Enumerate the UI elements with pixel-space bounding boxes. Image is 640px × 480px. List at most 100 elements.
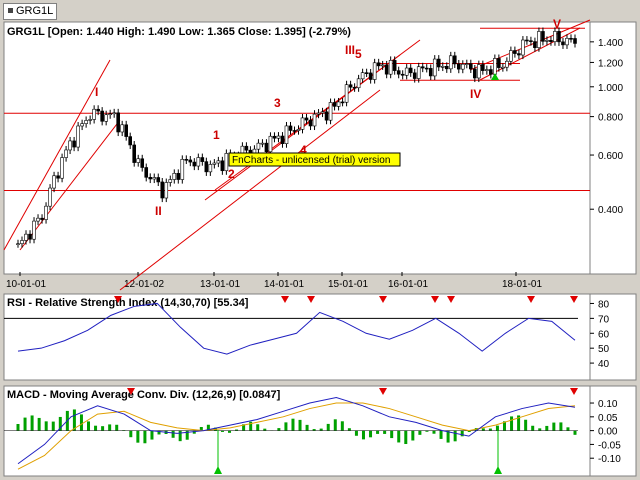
macd-line	[17, 397, 576, 465]
macd-histogram-bar	[319, 428, 323, 431]
price-y-label: 1.200	[598, 58, 623, 69]
candle-body	[521, 39, 525, 56]
candle-body	[416, 66, 421, 79]
macd-histogram-bar	[312, 429, 316, 431]
macd-histogram-bar	[411, 430, 415, 441]
candle-body	[348, 84, 353, 88]
macd-histogram-bar	[72, 409, 76, 431]
candle-body	[360, 72, 365, 80]
macd-histogram-bar	[439, 430, 443, 439]
macd-histogram-bar	[559, 422, 563, 431]
candle-body	[148, 177, 153, 180]
candle-body	[545, 40, 549, 42]
watermark-text: FnCharts - unlicensed (trial) version	[232, 155, 390, 166]
candle-body	[260, 142, 265, 145]
candle-body	[308, 119, 313, 127]
rsi-header: RSI - Relative Strength Index (14,30,70)…	[7, 297, 249, 309]
macd-histogram-bar	[143, 430, 147, 444]
macd-histogram-bar	[291, 418, 295, 431]
candle-body	[448, 55, 453, 70]
rsi-y-label: 70	[598, 314, 610, 325]
symbol-tab-label: GRG1L	[16, 5, 54, 17]
wave-label: 4	[300, 143, 307, 157]
chart-icon	[8, 8, 13, 13]
sell-signal-marker	[281, 296, 289, 303]
candle-body	[380, 64, 385, 67]
candle-body	[200, 157, 205, 162]
symbol-tab[interactable]: GRG1L	[3, 3, 57, 20]
wave-label: 3	[274, 96, 281, 110]
candle-body	[144, 167, 149, 178]
candle-body	[388, 60, 393, 75]
macd-histogram-bar	[538, 428, 542, 431]
candle-body	[392, 60, 397, 71]
candle-body	[396, 70, 401, 75]
candle-body	[36, 217, 40, 222]
macd-histogram-bar	[256, 424, 260, 431]
macd-histogram-bar	[467, 430, 471, 432]
candle-body	[28, 233, 32, 240]
macd-histogram-bar	[390, 430, 394, 439]
x-tick-label: 15-01-01	[328, 279, 368, 290]
sell-signal-marker	[570, 388, 578, 395]
candle-body	[168, 179, 173, 183]
candle-body	[332, 102, 337, 107]
candle-body	[192, 161, 197, 167]
candle-body	[517, 53, 521, 56]
macd-histogram-bar	[178, 430, 182, 442]
candle-body	[88, 119, 92, 121]
macd-y-label: 0.00	[598, 427, 618, 438]
macd-histogram-bar	[79, 414, 83, 431]
rsi-panel	[3, 293, 591, 381]
sell-signal-marker	[379, 296, 387, 303]
price-y-label: 0.600	[598, 151, 623, 162]
macd-histogram-bar	[573, 430, 577, 435]
rsi-y-label: 40	[598, 359, 610, 370]
candle-body	[296, 128, 301, 131]
candle-body	[184, 159, 189, 161]
wave-label: 2	[228, 167, 235, 181]
macd-histogram-bar	[369, 430, 373, 438]
sell-signal-marker	[127, 388, 135, 395]
wave-label: V	[553, 17, 561, 31]
macd-histogram-bar	[220, 430, 224, 432]
rsi-y-label: 60	[598, 329, 610, 340]
sell-signal-marker	[431, 296, 439, 303]
rsi-axis	[589, 293, 637, 381]
macd-histogram-bar	[495, 425, 499, 431]
macd-header: MACD - Moving Average Conv. Div. (12,26,…	[7, 389, 281, 401]
candle-body	[124, 124, 128, 137]
candle-body	[509, 50, 513, 62]
candle-body	[72, 140, 76, 148]
candle-body	[352, 86, 357, 89]
macd-histogram-bar	[397, 430, 401, 443]
candle-body	[497, 58, 501, 68]
macd-histogram-bar	[333, 419, 337, 431]
buy-signal-marker	[494, 466, 502, 474]
macd-histogram-bar	[235, 429, 239, 431]
candle-body	[284, 125, 289, 144]
candle-body	[304, 117, 309, 121]
candle-body	[172, 173, 177, 180]
buy-signal-marker	[214, 466, 222, 474]
sell-signal-marker	[570, 296, 578, 303]
buy-arrow	[491, 73, 499, 80]
macd-histogram-bar	[545, 425, 549, 431]
candle-body	[557, 31, 561, 43]
candle-body	[537, 31, 541, 48]
candle-body	[44, 205, 48, 220]
macd-histogram-bar	[263, 428, 267, 431]
candle-body	[541, 31, 545, 42]
candle-body	[116, 112, 120, 133]
candle-body	[32, 220, 36, 240]
sell-signal-marker	[307, 296, 315, 303]
candle-body	[92, 108, 96, 120]
trendline	[469, 19, 591, 71]
candle-body	[324, 111, 329, 121]
candle-body	[56, 175, 60, 179]
candle-body	[420, 66, 425, 69]
candle-body	[376, 62, 381, 67]
candle-body	[440, 65, 445, 68]
candle-body	[40, 217, 44, 220]
